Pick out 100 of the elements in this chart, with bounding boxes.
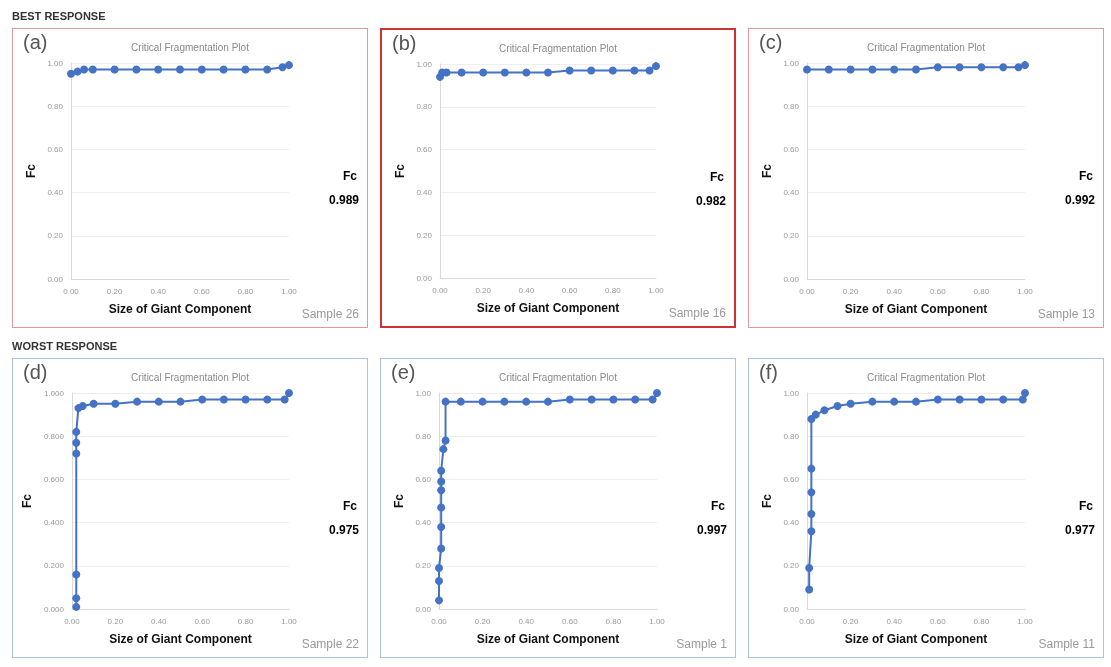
y-tick-label: 0.60	[783, 474, 800, 484]
chart-subtitle: BEST RESPONSE	[12, 10, 106, 22]
point	[807, 464, 816, 473]
point	[653, 389, 661, 397]
x-tick-label: 0.80	[237, 616, 254, 626]
y-tick-label: 1.00	[783, 388, 800, 398]
point	[811, 410, 820, 419]
chart-subtitle: WORST RESPONSE	[12, 340, 118, 352]
chart-title: Critical Fragmentation Plot	[499, 371, 618, 383]
text: Fc	[710, 499, 725, 513]
chart-title: Critical Fragmentation Plot	[499, 42, 618, 54]
text: Sample 1	[676, 637, 727, 651]
x-tick-label: 0.20	[842, 286, 859, 296]
y-tick-label: 0.400	[43, 518, 65, 528]
y-axis-title: Fc	[23, 163, 38, 179]
point	[263, 395, 272, 404]
x-axis-title: Size of Giant Component	[108, 302, 252, 316]
y-tick-label: 0.00	[783, 604, 800, 614]
y-tick-label: 0.40	[47, 188, 64, 198]
point	[72, 438, 81, 447]
text: (a)	[23, 31, 48, 54]
y-axis-title: Fc	[20, 493, 34, 509]
point	[478, 397, 487, 406]
point	[456, 397, 465, 406]
y-axis-title: Fc	[391, 493, 406, 509]
point	[72, 570, 81, 579]
x-tick-label: 0.80	[605, 616, 622, 626]
text: 0.982	[695, 194, 726, 208]
x-tick-label: 1.00	[649, 616, 666, 626]
y-tick-label: 0.80	[783, 101, 800, 111]
y-tick-label: 0.80	[47, 101, 64, 111]
x-tick-label: 0.20	[106, 286, 123, 296]
point	[807, 509, 816, 518]
point	[439, 445, 448, 454]
point	[807, 527, 816, 536]
point	[72, 594, 81, 603]
y-tick-label: 0.40	[783, 188, 800, 198]
x-tick-label: 0.40	[886, 286, 903, 296]
x-tick-label: 0.60	[562, 616, 579, 626]
point	[111, 399, 120, 408]
text: Sample 26	[301, 307, 359, 321]
y-tick-label: 0.20	[47, 231, 64, 241]
y-tick-label: 0.20	[783, 231, 800, 241]
point	[820, 406, 829, 415]
x-tick-label: 0.00	[799, 616, 816, 626]
point	[631, 395, 640, 404]
text: (d)	[23, 361, 48, 384]
x-tick-label: 0.60	[930, 286, 947, 296]
y-tick-label: 1.000	[43, 388, 65, 398]
x-tick-label: 0.60	[194, 616, 211, 626]
x-tick-label: 1.00	[281, 616, 298, 626]
chart-title: Critical Fragmentation Plot	[131, 41, 250, 53]
x-tick-label: 0.40	[150, 286, 167, 296]
point	[833, 401, 842, 410]
point	[522, 397, 531, 406]
point	[280, 395, 289, 404]
x-tick-label: 0.00	[431, 616, 448, 626]
point	[72, 602, 81, 611]
x-tick-label: 0.00	[432, 285, 449, 295]
y-tick-label: 1.00	[416, 59, 433, 69]
x-tick-label: 0.00	[64, 616, 81, 626]
point	[78, 401, 87, 410]
point	[435, 563, 443, 572]
y-tick-label: 0.80	[783, 431, 800, 441]
point	[89, 399, 98, 408]
y-tick-label: 0.00	[415, 604, 432, 614]
point	[977, 395, 986, 404]
point	[435, 576, 443, 585]
point	[1021, 389, 1029, 397]
point	[437, 544, 446, 553]
x-tick-label: 0.60	[561, 285, 578, 295]
x-tick-label: 0.00	[799, 286, 816, 296]
text: Sample 16	[668, 306, 726, 320]
text: Fc	[1078, 499, 1093, 513]
y-tick-label: 0.60	[783, 144, 800, 154]
y-tick-label: 0.60	[47, 144, 64, 154]
text: 0.992	[1064, 193, 1095, 207]
text: Sample 13	[1037, 307, 1095, 321]
y-tick-label: 0.20	[783, 561, 800, 571]
point	[285, 389, 293, 397]
point	[565, 395, 574, 404]
y-tick-label: 0.80	[415, 431, 432, 441]
x-axis-title: Size of Giant Component	[844, 302, 988, 316]
point	[437, 503, 446, 512]
y-tick-label: 0.20	[416, 230, 433, 240]
chart-title: Critical Fragmentation Plot	[131, 371, 250, 383]
x-tick-label: 1.00	[1017, 616, 1034, 626]
point	[176, 397, 185, 406]
y-axis-title: Fc	[759, 493, 774, 509]
x-tick-label: 0.60	[194, 286, 211, 296]
y-tick-label: 0.800	[43, 431, 65, 441]
point	[587, 395, 596, 404]
point	[133, 397, 142, 406]
chart-title: Critical Fragmentation Plot	[867, 371, 986, 383]
y-tick-label: 0.20	[415, 561, 432, 571]
x-tick-label: 0.40	[150, 616, 168, 626]
point	[241, 395, 250, 404]
y-tick-label: 0.40	[415, 518, 432, 528]
text: 0.989	[328, 193, 359, 207]
text: Fc	[342, 169, 357, 183]
